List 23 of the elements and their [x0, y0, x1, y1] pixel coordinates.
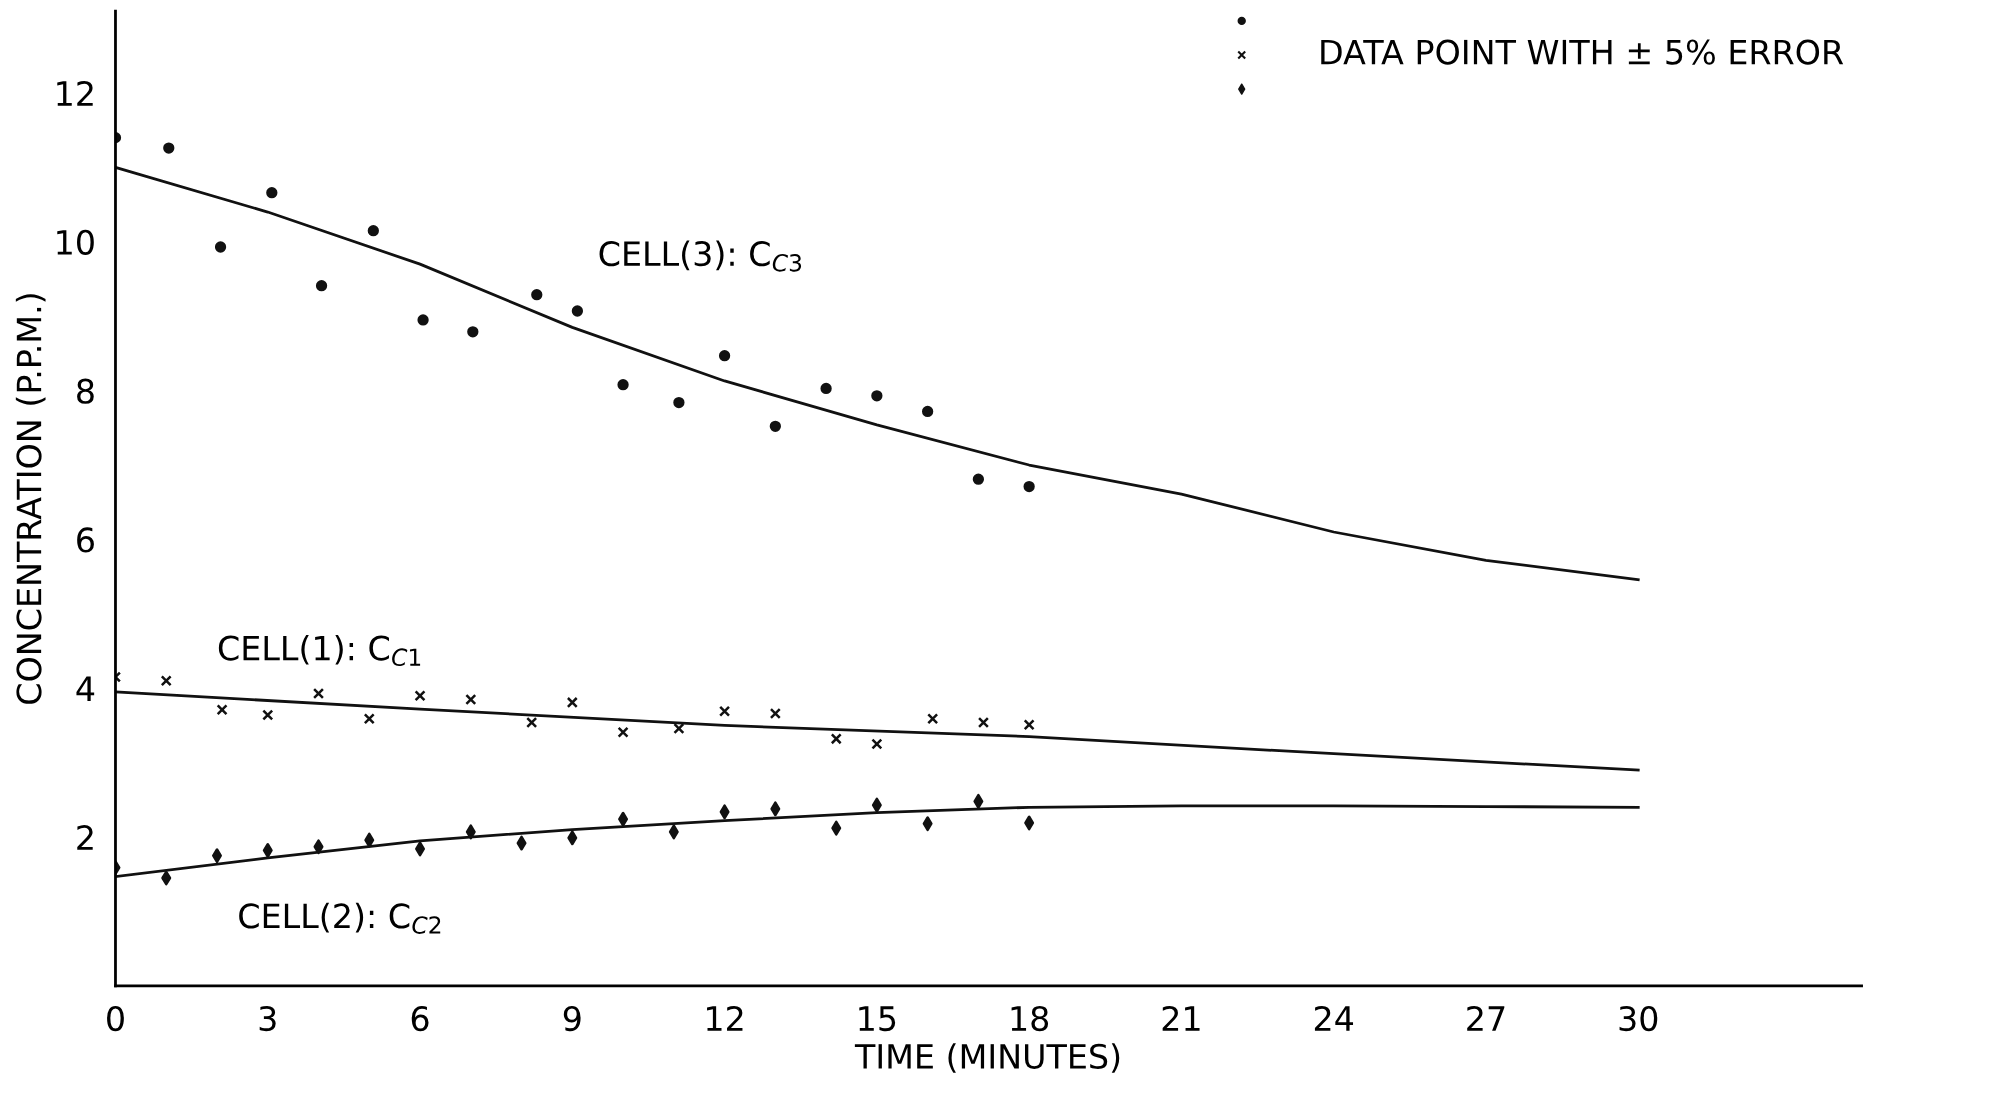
y-tick-label: 2	[77, 825, 93, 850]
x-tick-label: 9	[563, 1005, 581, 1032]
x-tick-label: 12	[707, 1005, 743, 1031]
y-tick-label: 8	[77, 378, 94, 404]
y-tick-label: 6	[77, 527, 94, 553]
x-tick-label: 3	[259, 1005, 276, 1032]
x-tick-label: 15	[859, 1006, 896, 1032]
y-axis-title: CONCENTRATION (P.P.M.)	[15, 294, 46, 704]
series-label: CELL(2): C$_{C2}$	[239, 902, 441, 934]
x-tick-label: 30	[1619, 1005, 1658, 1032]
series-label: CELL(3): C$_{C3}$	[599, 240, 802, 272]
x-tick-label: 18	[1011, 1005, 1049, 1032]
y-tick-label: 12	[57, 80, 93, 106]
x-tick-label: 24	[1314, 1005, 1354, 1031]
x-tick-label: 6	[411, 1005, 429, 1032]
x-tick-label: 21	[1162, 1005, 1200, 1031]
annotation: DATA POINT WITH ± 5% ERROR	[1321, 39, 1844, 65]
x-tick-label: 0	[107, 1005, 124, 1032]
x-axis-title: TIME (MINUTES)	[854, 1043, 1120, 1073]
y-tick-label: 10	[57, 229, 94, 255]
series-label: CELL(1): C$_{C1}$	[218, 634, 421, 667]
x-tick-label: 27	[1467, 1005, 1505, 1031]
y-tick-label: 4	[76, 676, 95, 701]
